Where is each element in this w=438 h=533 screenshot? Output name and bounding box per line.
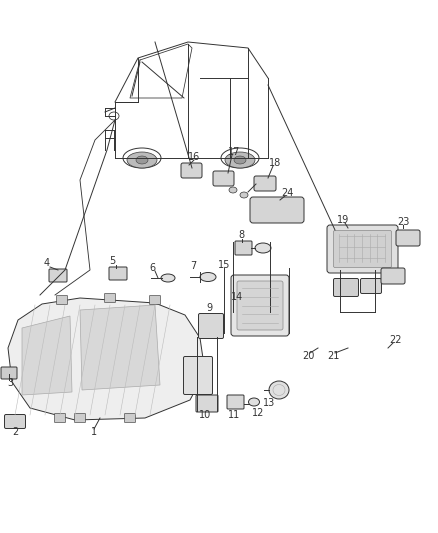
FancyBboxPatch shape	[227, 395, 244, 409]
Ellipse shape	[200, 272, 216, 281]
Text: 22: 22	[389, 335, 401, 345]
FancyBboxPatch shape	[237, 281, 283, 330]
Ellipse shape	[161, 274, 175, 282]
Text: 21: 21	[327, 351, 339, 361]
Text: 18: 18	[269, 158, 281, 168]
FancyBboxPatch shape	[327, 225, 398, 273]
Ellipse shape	[248, 398, 259, 406]
Polygon shape	[8, 298, 205, 420]
Text: 5: 5	[109, 256, 115, 266]
Text: 23: 23	[397, 217, 409, 227]
Text: 14: 14	[231, 292, 243, 302]
Text: 17: 17	[228, 147, 240, 157]
Ellipse shape	[136, 156, 148, 164]
Text: 12: 12	[252, 408, 264, 418]
Ellipse shape	[269, 381, 289, 399]
Polygon shape	[80, 305, 160, 390]
FancyBboxPatch shape	[149, 295, 160, 304]
FancyBboxPatch shape	[105, 294, 116, 303]
Text: 16: 16	[188, 152, 200, 162]
Text: 6: 6	[149, 263, 155, 273]
FancyBboxPatch shape	[381, 268, 405, 284]
FancyBboxPatch shape	[49, 269, 67, 282]
Ellipse shape	[127, 152, 157, 168]
FancyBboxPatch shape	[250, 197, 304, 223]
FancyBboxPatch shape	[333, 279, 358, 296]
Text: 20: 20	[302, 351, 314, 361]
FancyBboxPatch shape	[1, 367, 17, 379]
FancyBboxPatch shape	[360, 279, 381, 294]
Text: 10: 10	[199, 410, 211, 420]
Text: 15: 15	[218, 260, 230, 270]
FancyBboxPatch shape	[124, 414, 135, 423]
FancyBboxPatch shape	[231, 275, 289, 336]
FancyBboxPatch shape	[196, 395, 218, 412]
FancyBboxPatch shape	[213, 171, 234, 186]
Ellipse shape	[225, 152, 255, 168]
FancyBboxPatch shape	[4, 415, 25, 429]
Text: 24: 24	[281, 188, 293, 198]
FancyBboxPatch shape	[74, 414, 85, 423]
FancyBboxPatch shape	[57, 295, 67, 304]
FancyBboxPatch shape	[198, 313, 223, 338]
FancyBboxPatch shape	[333, 230, 392, 268]
Ellipse shape	[229, 187, 237, 193]
Ellipse shape	[240, 192, 248, 198]
FancyBboxPatch shape	[396, 230, 420, 246]
FancyBboxPatch shape	[235, 241, 252, 255]
Text: 7: 7	[190, 261, 196, 271]
Text: 1: 1	[91, 427, 97, 437]
Ellipse shape	[255, 243, 271, 253]
Polygon shape	[22, 316, 72, 395]
FancyBboxPatch shape	[254, 176, 276, 191]
FancyBboxPatch shape	[109, 267, 127, 280]
Text: 8: 8	[238, 230, 244, 240]
FancyBboxPatch shape	[184, 357, 212, 394]
Text: 19: 19	[337, 215, 349, 225]
Text: 13: 13	[263, 398, 275, 408]
Text: 3: 3	[7, 378, 13, 388]
Text: 11: 11	[228, 410, 240, 420]
Text: 9: 9	[206, 303, 212, 313]
Text: 4: 4	[44, 258, 50, 268]
Text: 2: 2	[12, 427, 18, 437]
FancyBboxPatch shape	[54, 414, 66, 423]
Ellipse shape	[234, 156, 246, 164]
FancyBboxPatch shape	[181, 163, 202, 178]
